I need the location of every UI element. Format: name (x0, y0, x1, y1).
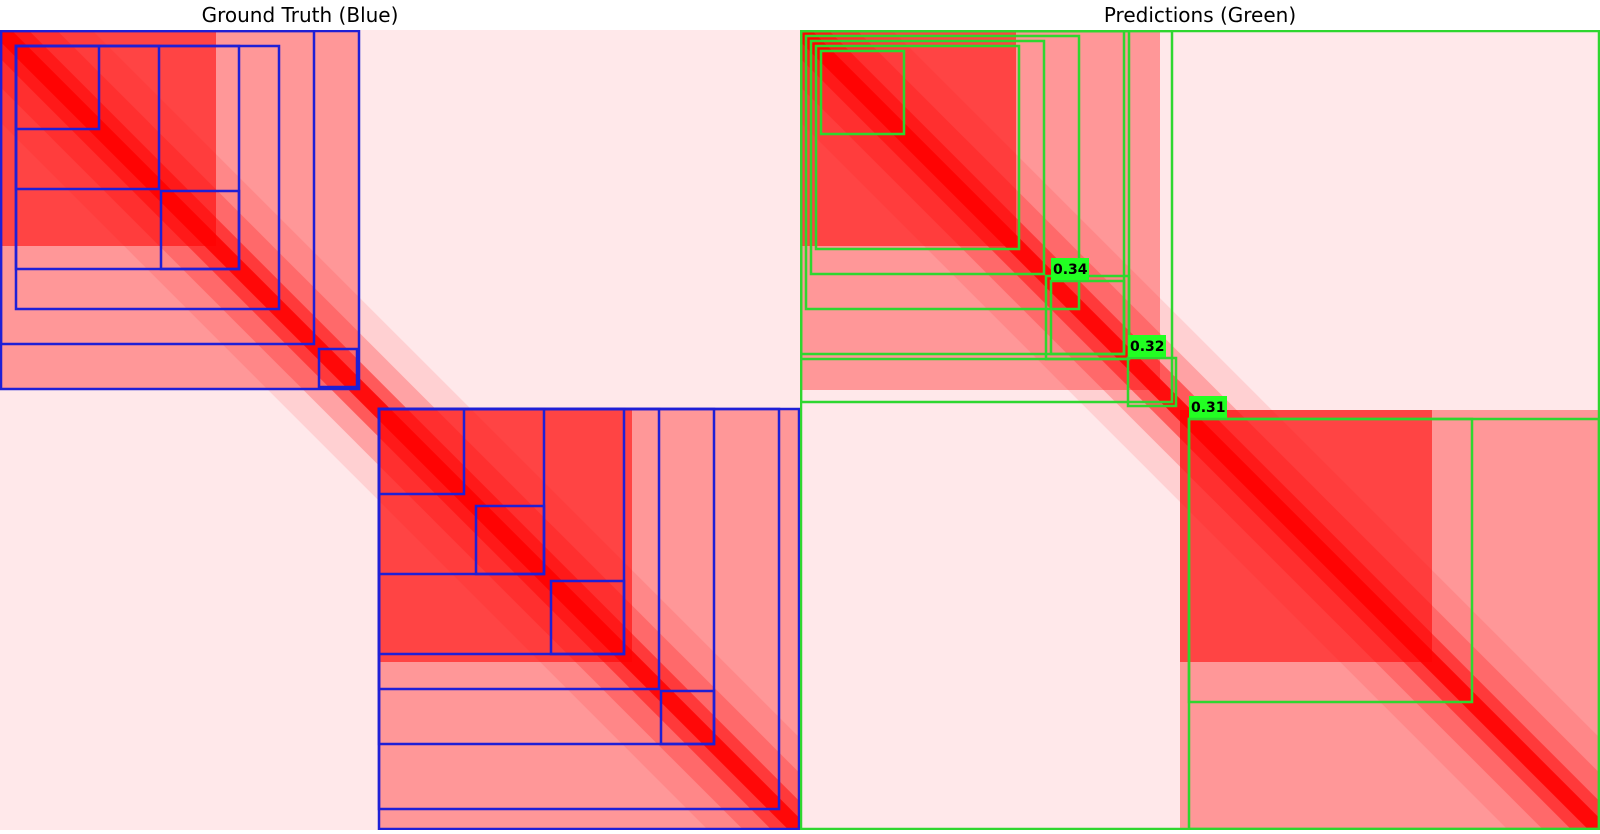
score-label-bg (1051, 258, 1089, 280)
ground-truth-box (549, 579, 626, 656)
ground-truth-box (0, 29, 316, 346)
heatmap-signal (0, 0, 846, 834)
score-label: 0.31 (1191, 400, 1226, 416)
prediction-box (1049, 279, 1126, 356)
score-label: 0.32 (1130, 339, 1165, 355)
ground-truth-title: Ground Truth (Blue) (201, 3, 399, 27)
score-label-bg (1128, 335, 1166, 357)
ground-truth-box (159, 189, 241, 271)
predictions-title: Predictions (Green) (1103, 3, 1297, 27)
prediction-box (809, 39, 1046, 276)
prediction-box (814, 44, 1021, 251)
ground-truth-box (317, 347, 359, 389)
ground-truth-box (377, 407, 466, 496)
score-label: 0.34 (1053, 262, 1088, 278)
prediction-box (799, 29, 1131, 361)
ground-truth-box (659, 689, 716, 746)
predictions-heatmap: 0.34 0.32 0.31 (754, 0, 1600, 834)
prediction-box (1187, 417, 1600, 831)
ground-truth-box (14, 44, 101, 131)
ground-truth-heatmap (0, 0, 846, 834)
ground-truth-box (474, 504, 546, 576)
heatmap-signal (754, 0, 1600, 834)
score-label-bg (1189, 396, 1227, 418)
prediction-box (1126, 356, 1178, 408)
prediction-box (804, 34, 1081, 311)
prediction-box (819, 49, 906, 136)
predictions-panel: 0.34 0.32 0.31 (754, 0, 1600, 834)
diagonal-band (794, 24, 1600, 834)
ground-truth-panel (0, 0, 846, 834)
prediction-boxes: 0.34 0.32 0.31 (799, 29, 1600, 831)
ground-truth-boxes (0, 29, 801, 831)
diagonal-band (0, 24, 806, 834)
